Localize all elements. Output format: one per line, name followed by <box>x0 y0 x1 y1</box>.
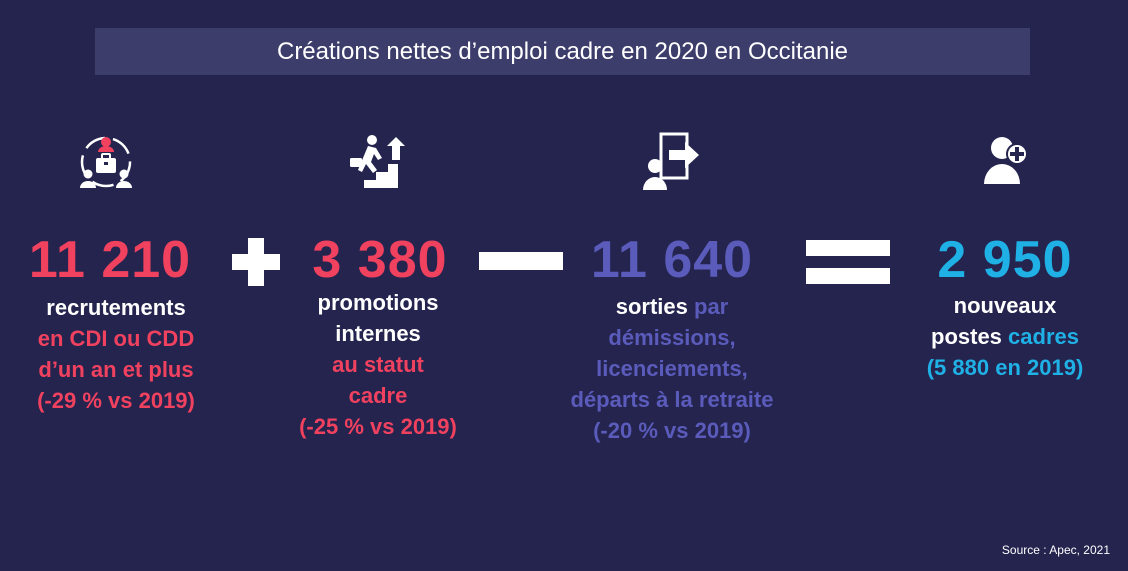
exits-description: sorties par démissions, licenciements, d… <box>538 291 806 446</box>
team-briefcase-icon <box>78 134 134 190</box>
desc-line: démissions, <box>608 325 736 350</box>
desc-line: nouveaux <box>953 293 1057 318</box>
desc-line: sorties par <box>538 291 806 322</box>
desc-line: départs à la retraite <box>570 387 774 412</box>
desc-line: (-29 % vs 2019) <box>37 388 195 413</box>
title-bar: Créations nettes d’emploi cadre en 2020 … <box>95 28 1030 75</box>
desc-line-colored-part: cadres <box>1001 324 1079 349</box>
desc-line: recrutements <box>46 295 186 320</box>
source-note: Source : Apec, 2021 <box>1001 543 1110 557</box>
desc-line: postes cadres <box>892 321 1118 352</box>
equals-sign <box>806 240 890 291</box>
desc-line: internes <box>335 321 421 346</box>
stairs-climb-icon <box>346 130 408 192</box>
promotion-value: 3 380 <box>312 231 448 289</box>
desc-line: promotions <box>317 290 439 315</box>
desc-line: cadre <box>348 383 408 408</box>
new-jobs-description: nouveaux postes cadres (5 880 en 2019) <box>892 290 1118 383</box>
desc-line: (5 880 en 2019) <box>926 355 1084 380</box>
desc-line-white-part: sorties <box>615 294 688 319</box>
desc-line-white-part: postes <box>931 324 1002 349</box>
desc-line: au statut <box>332 352 424 377</box>
promotion-description: promotions internes au statut cadre (-25… <box>263 287 493 442</box>
new-jobs-value: 2 950 <box>937 231 1073 289</box>
recruitment-description: recrutements en CDI ou CDD d’un an et pl… <box>0 292 232 416</box>
page-title: Créations nettes d’emploi cadre en 2020 … <box>276 37 848 65</box>
desc-line: (-20 % vs 2019) <box>593 418 751 443</box>
plus-sign <box>230 236 282 293</box>
desc-line: d’un an et plus <box>38 357 194 382</box>
exit-door-icon <box>643 132 701 192</box>
desc-line-colored-part: par <box>687 294 729 319</box>
add-user-icon <box>984 132 1030 184</box>
desc-line: (-25 % vs 2019) <box>299 414 457 439</box>
minus-sign <box>479 250 563 279</box>
desc-line: en CDI ou CDD <box>37 326 195 351</box>
recruitment-value: 11 210 <box>28 231 192 289</box>
desc-line: licenciements, <box>596 356 748 381</box>
exits-value: 11 640 <box>590 231 754 289</box>
